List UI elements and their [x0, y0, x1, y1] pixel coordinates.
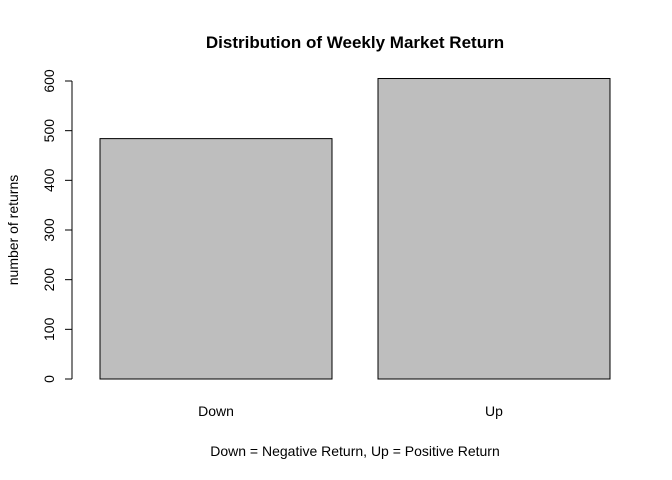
x-axis-label: Down = Negative Return, Up = Positive Re…: [210, 443, 499, 459]
x-tick-label: Up: [485, 403, 503, 419]
x-axis-labels: Down Up: [198, 403, 503, 419]
y-tick-label: 100: [41, 317, 57, 341]
y-tick-label: 600: [41, 69, 57, 93]
y-tick-label: 0: [41, 375, 57, 383]
chart-title: Distribution of Weekly Market Return: [206, 33, 504, 52]
y-tick-label: 200: [41, 268, 57, 292]
bar-up: [377, 78, 611, 380]
y-tick-label: 400: [41, 168, 57, 192]
y-axis-label: number of returns: [5, 175, 21, 286]
bars: [99, 78, 611, 380]
bar-down: [99, 138, 333, 380]
y-axis: 0 100 200 300 400 500 600: [41, 69, 73, 383]
y-tick-label: 500: [41, 119, 57, 143]
x-tick-label: Down: [198, 403, 234, 419]
y-tick-label: 300: [41, 218, 57, 242]
